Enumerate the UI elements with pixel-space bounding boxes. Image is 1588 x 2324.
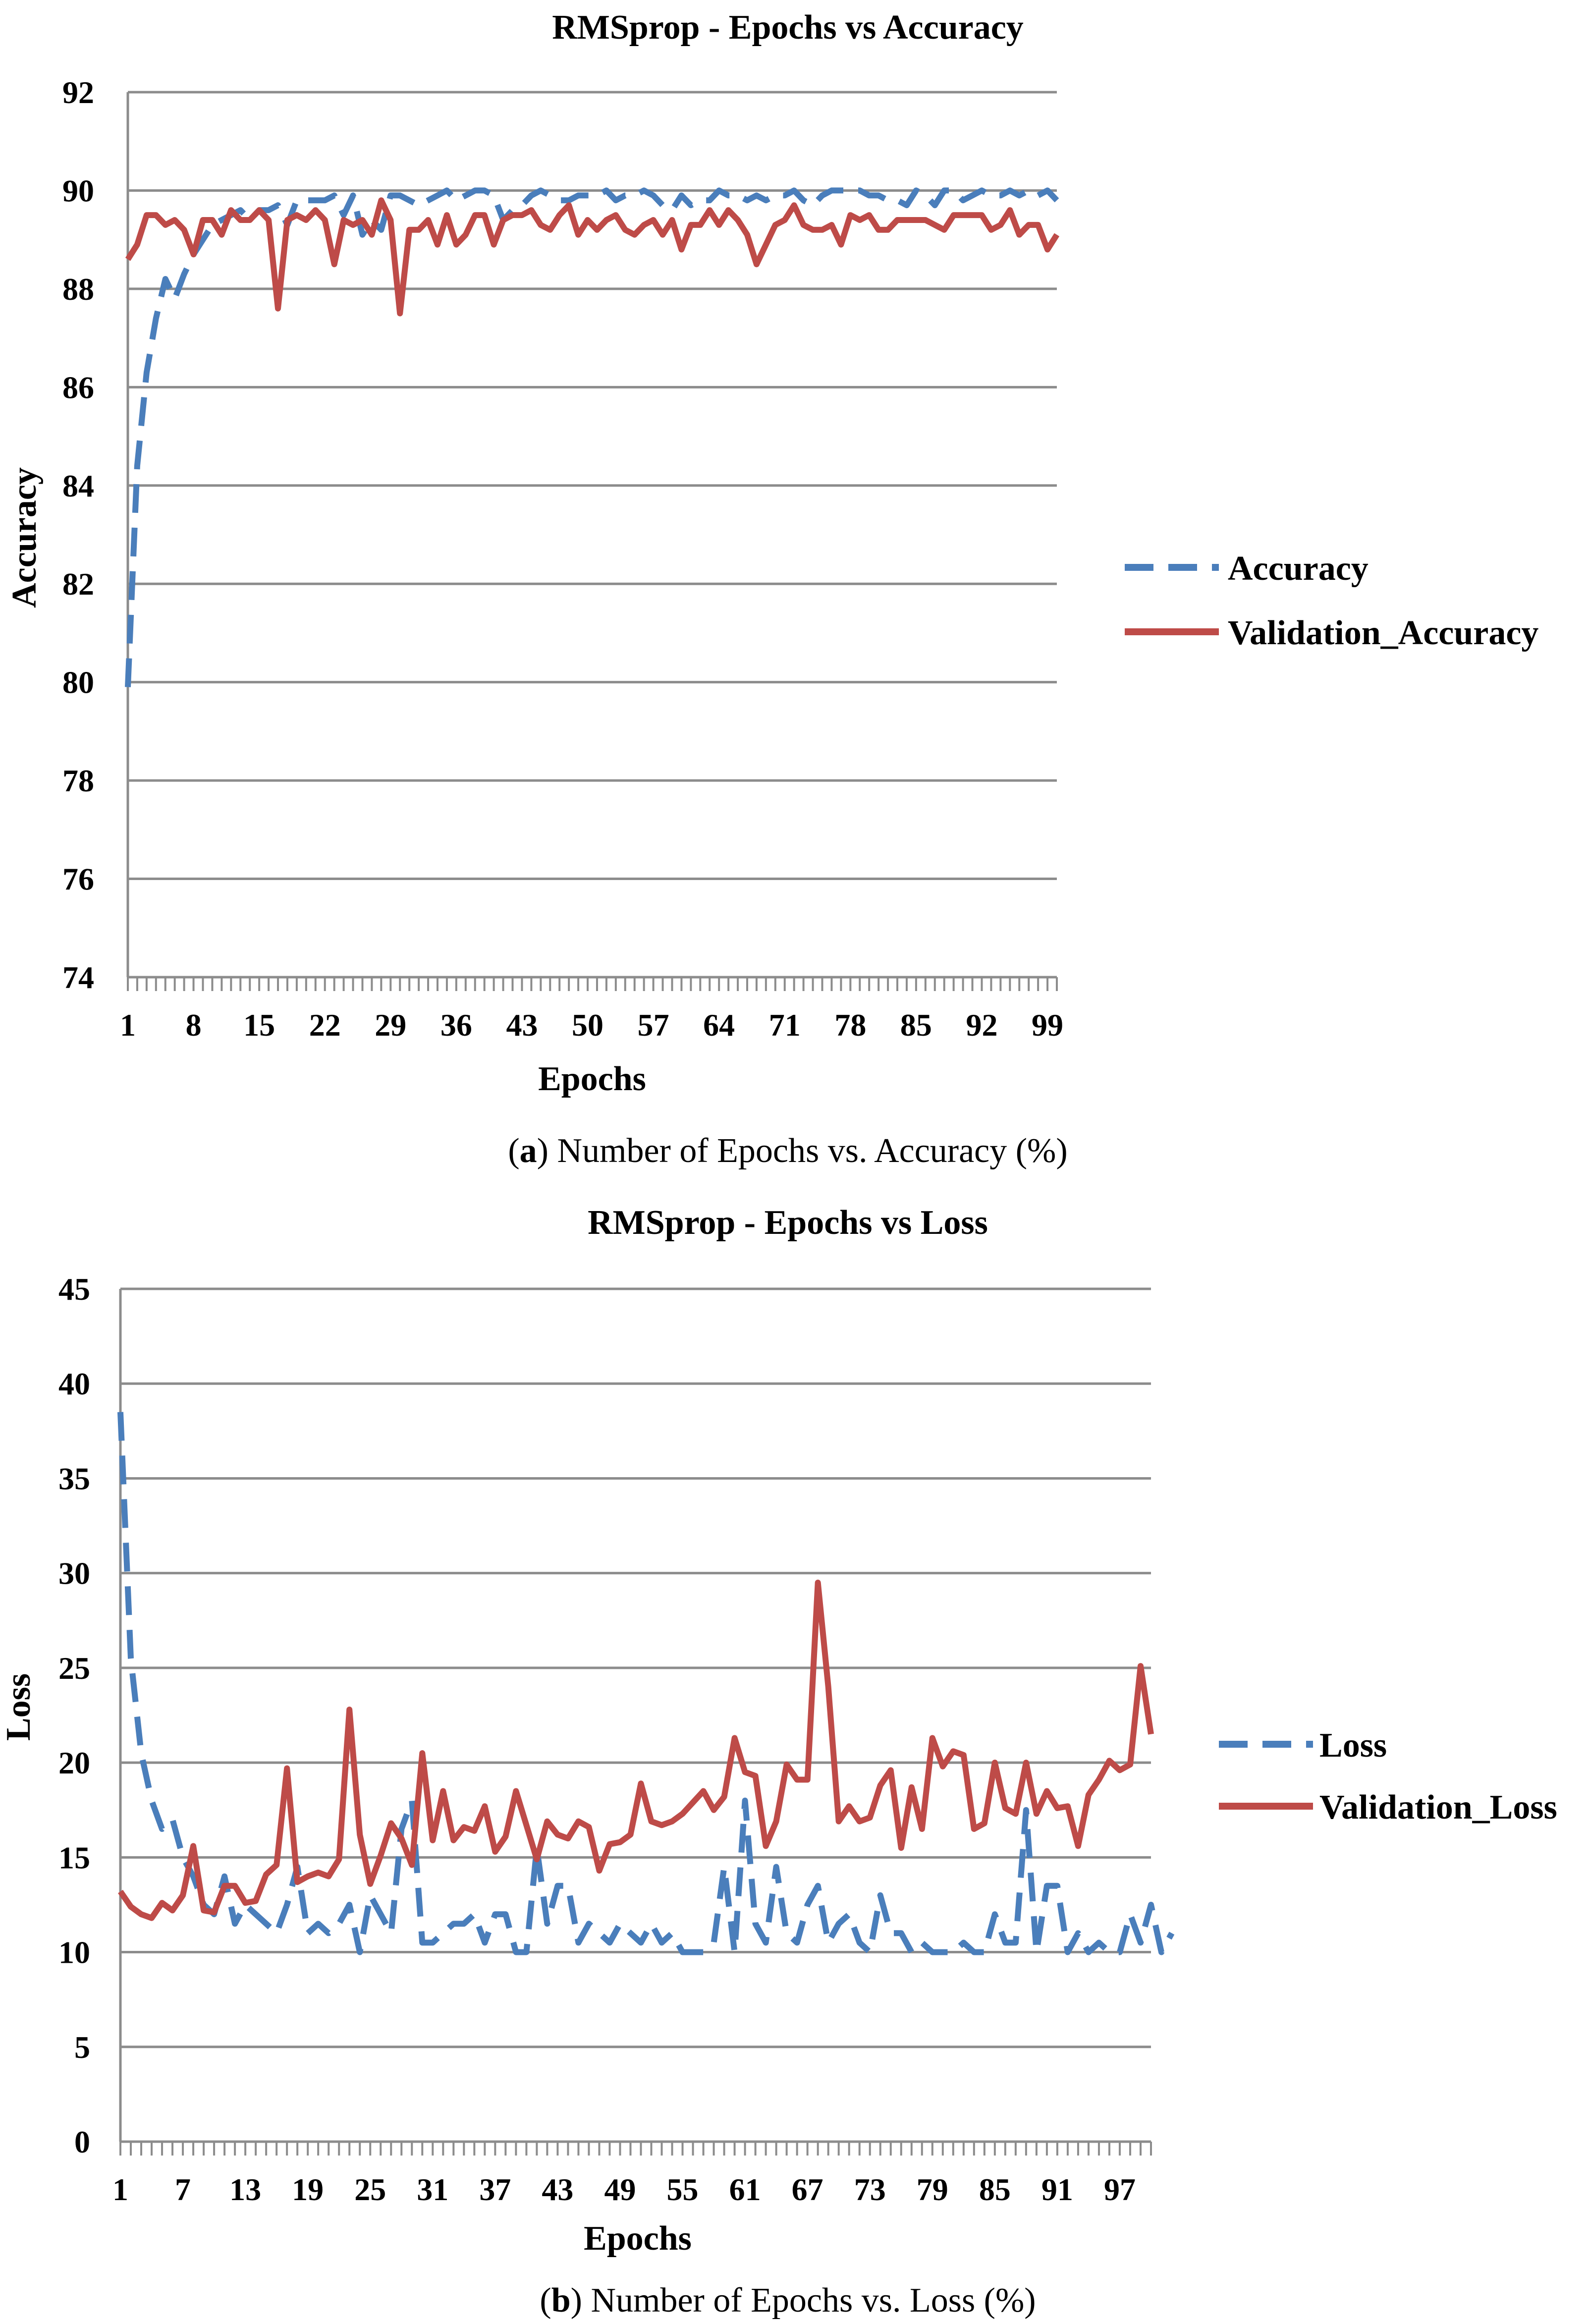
accuracy-x-tick-label: 71 [769, 1007, 801, 1043]
accuracy-y-tick-label: 76 [62, 862, 94, 897]
accuracy-x-tick-label: 78 [834, 1007, 866, 1043]
accuracy-x-tick-label: 50 [572, 1007, 603, 1043]
accuracy-legend: Accuracy Validation_Accuracy [1125, 550, 1538, 652]
loss-y-tick-label: 35 [58, 1461, 90, 1496]
loss-chart-title: RMSprop - Epochs vs Loss [588, 1204, 988, 1242]
accuracy-series-accuracy [125, 187, 1059, 687]
accuracy-y-axis-title: Accuracy [5, 467, 44, 608]
loss-x-tick-label: 79 [917, 2172, 948, 2207]
loss-x-axis-title: Epochs [584, 2219, 692, 2258]
accuracy-y-tick-labels: 74 76 78 80 82 84 86 88 90 92 [62, 75, 94, 995]
accuracy-x-tick-label: 64 [703, 1007, 735, 1043]
loss-x-minor-ticks [119, 2142, 1152, 2156]
accuracy-series-lines [125, 187, 1060, 687]
accuracy-series-validation-accuracy [125, 197, 1060, 317]
loss-y-tick-label: 30 [58, 1556, 90, 1591]
loss-y-tick-label: 10 [58, 1935, 90, 1970]
accuracy-y-tick-label: 74 [62, 960, 94, 995]
loss-x-tick-label: 73 [854, 2172, 886, 2207]
accuracy-x-tick-label: 43 [506, 1007, 538, 1043]
accuracy-gridlines [126, 91, 1057, 979]
accuracy-x-tick-label: 99 [1032, 1007, 1063, 1043]
accuracy-x-tick-label: 85 [900, 1007, 932, 1043]
accuracy-x-tick-label: 57 [638, 1007, 669, 1043]
legend-label-loss: Loss [1319, 1726, 1387, 1765]
loss-x-tick-label: 91 [1041, 2172, 1073, 2207]
loss-x-tick-label: 61 [729, 2172, 761, 2207]
accuracy-x-tick-label: 22 [309, 1007, 341, 1043]
loss-x-tick-label: 1 [112, 2172, 128, 2207]
loss-series-lines [117, 1412, 1175, 1955]
accuracy-x-tick-label: 1 [120, 1007, 136, 1043]
loss-x-tick-label: 13 [229, 2172, 261, 2207]
accuracy-x-tick-label: 92 [966, 1007, 997, 1043]
accuracy-y-tick-label: 80 [62, 665, 94, 700]
loss-x-tick-label: 19 [292, 2172, 324, 2207]
loss-series-loss [117, 1412, 1175, 1955]
accuracy-y-tick-label: 90 [62, 173, 94, 208]
loss-x-tick-label: 31 [417, 2172, 448, 2207]
loss-series-validation-loss [118, 1579, 1154, 1921]
caption-a-text: Number of Epochs vs. Accuracy (%) [548, 1132, 1068, 1170]
loss-x-tick-label: 85 [979, 2172, 1011, 2207]
accuracy-x-tick-label: 15 [243, 1007, 275, 1043]
accuracy-x-minor-ticks [127, 977, 1058, 991]
caption-b: (b) Number of Epochs vs. Loss (%) [540, 2281, 1036, 2320]
loss-legend: Loss Validation_Loss [1219, 1726, 1557, 1826]
loss-y-tick-label: 5 [74, 2030, 90, 2065]
loss-chart: RMSprop - Epochs vs Loss 0 5 10 15 20 25 30 35 4… [0, 1204, 1557, 2258]
accuracy-y-tick-label: 82 [62, 566, 94, 602]
caption-a: (a) Number of Epochs vs. Accuracy (%) [508, 1132, 1067, 1170]
loss-y-tick-label: 0 [74, 2124, 90, 2159]
accuracy-chart-title: RMSprop - Epochs vs Accuracy [552, 8, 1024, 47]
loss-x-tick-label: 97 [1104, 2172, 1136, 2207]
accuracy-y-tick-label: 92 [62, 75, 94, 110]
loss-x-tick-label: 25 [354, 2172, 386, 2207]
accuracy-y-tick-label: 84 [62, 468, 94, 503]
accuracy-chart: RMSprop - Epochs vs Accuracy 74 76 78 80 82 8… [5, 8, 1538, 1098]
loss-x-tick-label: 55 [667, 2172, 699, 2207]
loss-x-tick-label: 43 [542, 2172, 573, 2207]
caption-a-letter: a [520, 1132, 537, 1170]
loss-y-tick-label: 40 [58, 1366, 90, 1401]
loss-x-tick-label: 37 [479, 2172, 511, 2207]
loss-y-tick-labels: 0 5 10 15 20 25 30 35 40 45 [58, 1272, 90, 2159]
legend-label-validation-loss: Validation_Loss [1319, 1788, 1557, 1826]
loss-y-tick-label: 20 [58, 1745, 90, 1780]
accuracy-y-tick-label: 88 [62, 272, 94, 307]
accuracy-x-axis-title: Epochs [538, 1060, 646, 1098]
loss-y-tick-label: 25 [58, 1651, 90, 1686]
loss-x-tick-labels: 1 7 13 19 25 31 37 43 49 55 61 67 73 79 85 91 97 [112, 2172, 1136, 2207]
accuracy-x-tick-labels: 1 8 15 22 29 36 43 50 57 64 71 78 85 92 99 [120, 1007, 1063, 1043]
legend-label-accuracy: Accuracy [1228, 550, 1369, 588]
loss-y-tick-label: 15 [58, 1840, 90, 1875]
accuracy-x-tick-label: 36 [440, 1007, 472, 1043]
caption-b-letter: b [551, 2281, 571, 2320]
accuracy-x-tick-label: 29 [375, 1007, 406, 1043]
loss-y-axis-title: Loss [0, 1673, 38, 1741]
loss-x-tick-label: 49 [604, 2172, 636, 2207]
accuracy-x-tick-label: 8 [186, 1007, 202, 1043]
loss-y-tick-label: 45 [58, 1272, 90, 1307]
loss-x-tick-label: 7 [175, 2172, 191, 2207]
loss-x-tick-label: 67 [792, 2172, 823, 2207]
caption-b-text: Number of Epochs vs. Loss (%) [582, 2281, 1036, 2320]
legend-label-validation-accuracy: Validation_Accuracy [1228, 614, 1538, 652]
loss-gridlines [119, 1287, 1151, 2143]
accuracy-y-tick-label: 78 [62, 763, 94, 798]
accuracy-y-tick-label: 86 [62, 370, 94, 405]
